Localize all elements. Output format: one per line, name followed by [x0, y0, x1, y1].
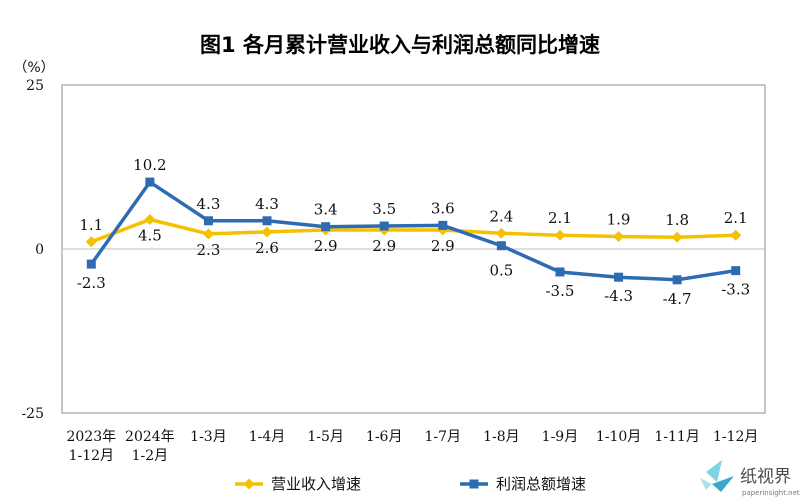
legend: 营业收入增速 利润总额增速 [235, 475, 586, 493]
x-tick-label: 1-3月 [190, 429, 227, 445]
legend-marker-2 [469, 479, 479, 489]
data-label-profit: 3.6 [431, 199, 455, 217]
x-tick-label: 1-2月 [132, 448, 169, 464]
series-2-point [496, 241, 506, 251]
x-tick-label: 1-7月 [425, 429, 462, 445]
series-1-point [144, 213, 156, 225]
paper-crane-logo-icon [700, 460, 734, 492]
series-2-point [145, 177, 155, 187]
series-2-point [262, 216, 272, 226]
chart-title: 图1 各月累计营业收入与利润总额同比增速 [200, 33, 600, 57]
data-label-profit: 0.5 [489, 262, 513, 280]
series-1-point [85, 236, 97, 248]
series-2-point [86, 259, 96, 269]
data-label-profit: 3.4 [314, 201, 338, 219]
series-1-point [730, 229, 742, 241]
x-tick-label: 1-10月 [596, 429, 641, 445]
watermark-logo-text: 纸视界 [740, 467, 791, 487]
data-label-profit: 10.2 [133, 156, 166, 174]
y-tick-label: 25 [26, 78, 44, 94]
series-2-point [203, 216, 213, 226]
watermark-url-text: paperinsight.net [742, 489, 800, 497]
series-2-point [321, 222, 331, 232]
data-label-revenue: 2.9 [372, 237, 396, 255]
y-tick-label: -25 [21, 406, 44, 422]
series-2-point [379, 221, 389, 231]
x-tick-label: 1-4月 [249, 429, 286, 445]
data-label-revenue: 2.9 [431, 237, 455, 255]
y-axis-unit-label: （%） [13, 60, 54, 76]
data-label-profit: -4.7 [663, 290, 692, 308]
data-label-revenue: 1.9 [607, 211, 631, 229]
x-tick-label: 1-6月 [366, 429, 403, 445]
legend-label-2: 利润总额增速 [496, 475, 586, 493]
y-tick-label: 0 [35, 242, 44, 258]
series-1-point [261, 226, 273, 238]
legend-label-1: 营业收入增速 [271, 475, 361, 493]
x-tick-label: 2023年 [66, 429, 116, 445]
data-label-revenue: 4.5 [138, 226, 162, 244]
series-2-point [614, 272, 624, 282]
series-1-point [495, 227, 507, 239]
series-group [85, 177, 742, 285]
x-tick-label: 1-12月 [69, 448, 114, 464]
x-tick-label: 1-8月 [483, 429, 520, 445]
series-1-point [671, 231, 683, 243]
data-label-revenue: 1.8 [665, 211, 689, 229]
x-tick-label: 1-9月 [542, 429, 579, 445]
x-axis-ticks: 2023年 1-12月 2024年 1-2月 1-3月 1-4月 1-5月 1-6月 1-7月 1… [66, 429, 758, 464]
series-2-point [731, 266, 741, 276]
data-label-revenue: 1.1 [79, 216, 103, 234]
legend-marker-1 [243, 478, 255, 490]
data-label-revenue: 2.3 [197, 241, 221, 259]
series-1-point [202, 228, 214, 240]
x-tick-label: 1-11月 [654, 429, 699, 445]
data-label-revenue: 2.6 [255, 239, 279, 257]
data-label-profit: -3.5 [545, 282, 574, 300]
data-label-revenue: 2.1 [548, 209, 572, 227]
data-label-profit: -4.3 [604, 287, 633, 305]
series-1-point [613, 231, 625, 243]
data-label-profit: 3.5 [372, 200, 396, 218]
x-tick-label: 1-12月 [713, 429, 758, 445]
y-axis-ticks: 25 0 -25 [21, 78, 44, 422]
data-label-profit: -3.3 [721, 281, 750, 299]
data-label-revenue: 2.1 [724, 209, 748, 227]
series-1-point [554, 229, 566, 241]
series-2-point [438, 220, 448, 230]
x-tick-label: 1-5月 [307, 429, 344, 445]
series-2-point [672, 275, 682, 285]
series-2-point [555, 267, 565, 277]
series-line-2 [89, 180, 738, 282]
watermark-logo: 纸视界 paperinsight.net [700, 460, 800, 497]
data-label-profit: 4.3 [197, 195, 221, 213]
data-label-profit: 4.3 [255, 195, 279, 213]
data-label-revenue: 2.4 [489, 207, 513, 225]
data-label-profit: -2.3 [77, 274, 106, 292]
series-line-1 [89, 217, 738, 244]
x-tick-label: 2024年 [125, 429, 175, 445]
data-label-group: 1.1 -2.3 4.5 10.2 2.3 4.3 2.6 4.3 2.9 3.4 2.9 3.5 2.… [77, 156, 750, 308]
data-label-revenue: 2.9 [314, 237, 338, 255]
